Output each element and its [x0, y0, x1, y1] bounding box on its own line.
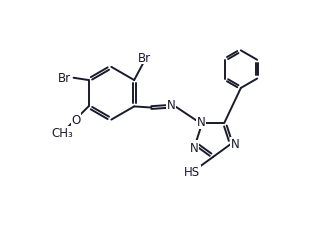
Text: O: O [71, 113, 80, 126]
Text: N: N [190, 141, 199, 154]
Text: N: N [231, 138, 240, 151]
Text: CH₃: CH₃ [51, 127, 73, 140]
Text: N: N [197, 116, 206, 128]
Text: Br: Br [58, 72, 71, 85]
Text: HS: HS [184, 165, 200, 178]
Text: Br: Br [138, 52, 151, 64]
Text: N: N [167, 99, 176, 112]
